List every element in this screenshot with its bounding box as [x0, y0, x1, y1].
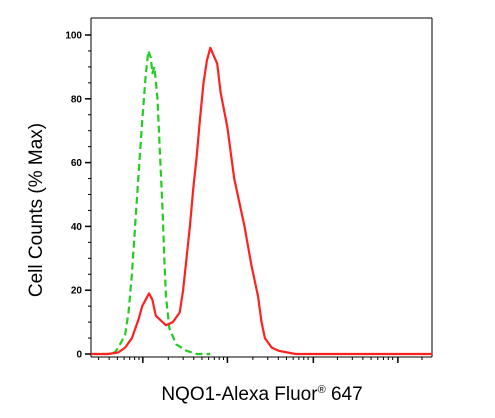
- y-tick-label: 100: [65, 31, 82, 42]
- y-axis-ticks: 0 20 40 60 80 100: [65, 31, 91, 361]
- x-axis-title-tail: 647: [326, 384, 363, 405]
- x-axis-title-registered-mark: ®: [318, 384, 326, 396]
- y-tick-label: 80: [71, 94, 83, 105]
- dashed-histogram-line: [91, 49, 211, 356]
- series-layer: [91, 46, 432, 356]
- x-axis-ticks: [98, 357, 423, 363]
- x-axis-title: NQO1-Alexa Fluor® 647: [161, 384, 362, 405]
- y-tick-label: 20: [71, 286, 83, 297]
- plot-frame: [90, 17, 433, 358]
- y-axis-title: Cell Counts (% Max): [26, 123, 47, 297]
- y-tick-label: 40: [71, 222, 83, 233]
- y-tick-label: 60: [71, 158, 83, 169]
- x-axis-title-main: NQO1-Alexa Fluor: [161, 384, 318, 405]
- y-tick-label: 0: [76, 350, 82, 361]
- solid-histogram-line: [91, 46, 432, 356]
